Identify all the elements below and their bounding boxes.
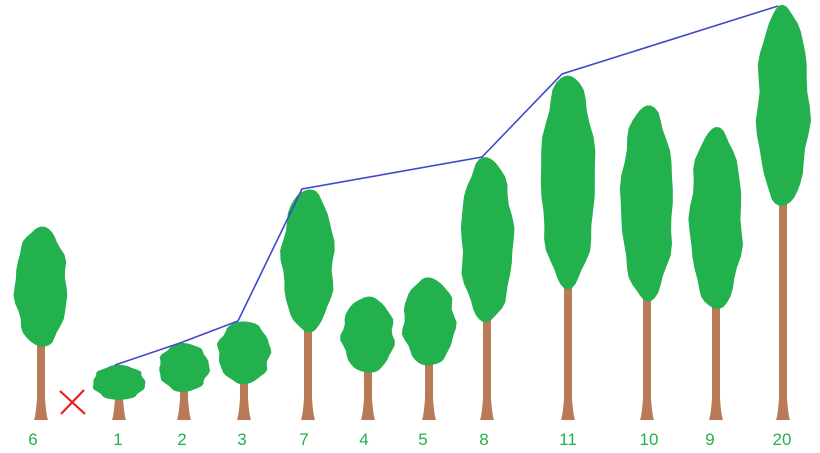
tree-20 xyxy=(755,4,811,420)
tree-foliage xyxy=(688,126,743,309)
tree-5 xyxy=(401,277,457,420)
tree-foliage xyxy=(340,296,395,373)
tree-foliage xyxy=(13,226,68,347)
tree-6 xyxy=(13,226,68,420)
tree-label: 4 xyxy=(359,430,368,449)
tree-trunk xyxy=(480,314,494,420)
tree-trunk xyxy=(301,324,315,420)
tree-8 xyxy=(460,157,515,420)
tree-trunk xyxy=(177,387,191,420)
tree-label: 5 xyxy=(418,430,427,449)
trees-layer xyxy=(13,4,811,420)
tree-foliage xyxy=(159,343,210,392)
tree-4 xyxy=(340,296,395,420)
tree-foliage xyxy=(755,4,811,206)
tree-label: 1 xyxy=(113,430,122,449)
cross-stroke xyxy=(60,389,85,415)
tree-label: 2 xyxy=(177,430,186,449)
tree-label: 8 xyxy=(479,430,488,449)
tree-trunk xyxy=(237,377,251,420)
tree-trunk xyxy=(640,293,654,420)
tree-foliage xyxy=(540,75,596,290)
tree-3 xyxy=(216,321,272,420)
tree-label: 10 xyxy=(640,430,659,449)
tree-trunk xyxy=(361,365,375,420)
tree-label: 6 xyxy=(28,430,37,449)
tree-trunk xyxy=(112,396,126,420)
tree-1 xyxy=(92,364,146,420)
connector-line xyxy=(114,5,779,366)
tree-7 xyxy=(280,189,335,420)
tree-2 xyxy=(159,343,210,420)
tree-foliage xyxy=(280,189,335,333)
tree-10 xyxy=(619,105,673,420)
tree-foliage xyxy=(619,105,673,302)
tree-trunk xyxy=(34,339,48,420)
labels-layer: 6 1 2 3 7 4 5 8 11 10 9 20 xyxy=(28,430,791,449)
tree-label: 9 xyxy=(705,430,714,449)
tree-foliage xyxy=(216,321,272,385)
tree-11 xyxy=(540,75,596,420)
tree-trunk xyxy=(709,302,723,420)
tree-label: 3 xyxy=(237,430,246,449)
tree-foliage xyxy=(401,277,457,366)
tree-trunk xyxy=(561,280,575,420)
tree-9 xyxy=(688,126,743,420)
tree-label: 11 xyxy=(559,430,577,449)
cross-icon xyxy=(59,389,86,415)
tree-label: 7 xyxy=(299,430,308,449)
tree-label: 20 xyxy=(773,430,792,449)
tree-trunk xyxy=(776,199,790,420)
tree-foliage xyxy=(92,364,146,400)
tree-foliage xyxy=(460,157,515,323)
tree-trunk xyxy=(422,358,436,420)
